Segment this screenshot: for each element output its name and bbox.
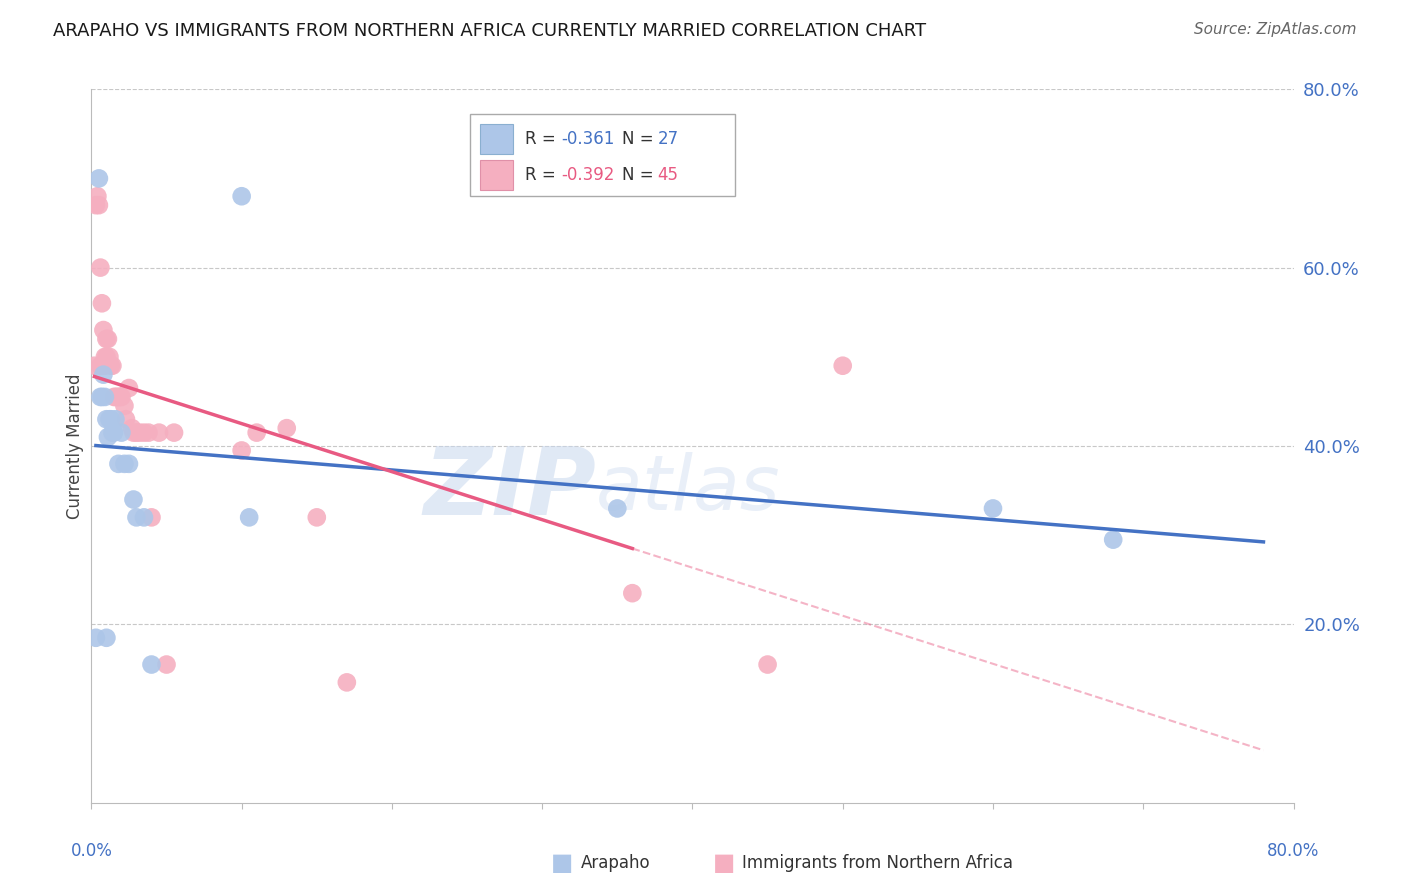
- Point: [305, 510, 328, 524]
- Point: [118, 457, 141, 471]
- Point: [87, 171, 110, 186]
- Y-axis label: Currently Married: Currently Married: [66, 373, 84, 519]
- Text: ARAPAHO VS IMMIGRANTS FROM NORTHERN AFRICA CURRENTLY MARRIED CORRELATION CHART: ARAPAHO VS IMMIGRANTS FROM NORTHERN AFRI…: [53, 22, 927, 40]
- Point: [94, 350, 117, 364]
- Text: ■: ■: [551, 852, 574, 875]
- Point: [89, 359, 111, 373]
- Text: ■: ■: [713, 852, 735, 875]
- Point: [141, 510, 163, 524]
- Text: 45: 45: [658, 166, 679, 184]
- Point: [128, 425, 150, 440]
- Point: [138, 425, 160, 440]
- Text: N =: N =: [621, 166, 658, 184]
- Text: -0.392: -0.392: [561, 166, 614, 184]
- Point: [110, 390, 132, 404]
- Point: [114, 457, 136, 471]
- FancyBboxPatch shape: [479, 124, 513, 154]
- Point: [122, 425, 145, 440]
- Point: [96, 332, 118, 346]
- Point: [115, 412, 138, 426]
- Point: [94, 390, 117, 404]
- Point: [93, 323, 115, 337]
- Point: [97, 332, 120, 346]
- Point: [90, 390, 112, 404]
- Text: 0.0%: 0.0%: [70, 842, 112, 860]
- Point: [87, 198, 110, 212]
- Point: [141, 657, 163, 672]
- Point: [231, 443, 253, 458]
- Point: [756, 657, 779, 672]
- Point: [132, 425, 155, 440]
- Point: [238, 510, 260, 524]
- Point: [621, 586, 644, 600]
- Point: [96, 412, 118, 426]
- Text: Arapaho: Arapaho: [581, 855, 651, 872]
- Point: [104, 412, 127, 426]
- Point: [231, 189, 253, 203]
- Point: [155, 657, 177, 672]
- Point: [100, 412, 122, 426]
- Point: [1102, 533, 1125, 547]
- Point: [90, 296, 112, 310]
- Point: [100, 359, 122, 373]
- Text: R =: R =: [526, 166, 561, 184]
- Text: atlas: atlas: [596, 452, 780, 525]
- Point: [101, 359, 124, 373]
- Point: [90, 359, 112, 373]
- Point: [107, 457, 129, 471]
- Point: [93, 368, 115, 382]
- Point: [93, 359, 115, 373]
- Point: [110, 425, 132, 440]
- Point: [89, 260, 111, 275]
- Point: [103, 390, 125, 404]
- Point: [132, 510, 155, 524]
- Point: [107, 390, 129, 404]
- Text: 80.0%: 80.0%: [1267, 842, 1320, 860]
- Point: [96, 350, 118, 364]
- Point: [94, 359, 117, 373]
- Point: [163, 425, 186, 440]
- Point: [148, 425, 170, 440]
- Point: [606, 501, 628, 516]
- Point: [121, 421, 143, 435]
- Point: [125, 425, 148, 440]
- Text: Immigrants from Northern Africa: Immigrants from Northern Africa: [742, 855, 1014, 872]
- Point: [831, 359, 853, 373]
- Point: [105, 390, 128, 404]
- Point: [97, 430, 120, 444]
- Point: [84, 198, 107, 212]
- Point: [104, 390, 127, 404]
- Point: [98, 412, 121, 426]
- Point: [83, 359, 105, 373]
- Point: [89, 390, 111, 404]
- Point: [246, 425, 269, 440]
- Point: [86, 189, 108, 203]
- Text: N =: N =: [621, 130, 658, 148]
- Point: [114, 399, 136, 413]
- Point: [276, 421, 298, 435]
- Point: [84, 631, 107, 645]
- Point: [98, 350, 121, 364]
- Point: [96, 631, 118, 645]
- Text: ZIP: ZIP: [423, 442, 596, 535]
- Point: [108, 390, 131, 404]
- Point: [981, 501, 1004, 516]
- Text: 27: 27: [658, 130, 679, 148]
- Text: Source: ZipAtlas.com: Source: ZipAtlas.com: [1194, 22, 1357, 37]
- Point: [118, 381, 141, 395]
- Point: [125, 510, 148, 524]
- Point: [122, 492, 145, 507]
- FancyBboxPatch shape: [470, 114, 734, 196]
- Point: [101, 425, 124, 440]
- FancyBboxPatch shape: [479, 160, 513, 190]
- Point: [336, 675, 359, 690]
- Point: [103, 425, 125, 440]
- Text: -0.361: -0.361: [561, 130, 614, 148]
- Text: R =: R =: [526, 130, 561, 148]
